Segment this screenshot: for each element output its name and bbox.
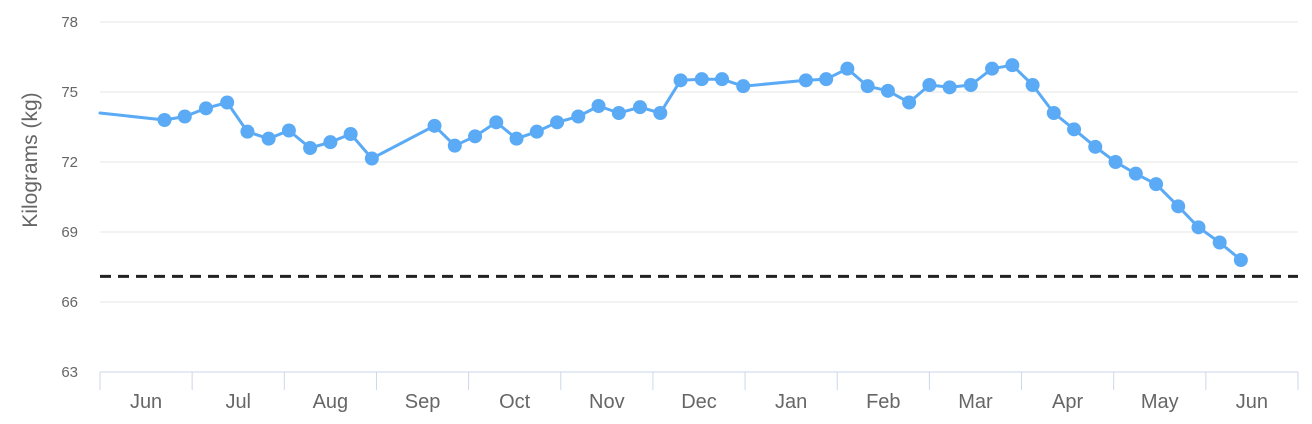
data-point[interactable] (198, 101, 213, 116)
data-point[interactable] (571, 109, 586, 124)
x-tick-label: Jun (130, 391, 162, 413)
data-point[interactable] (1128, 166, 1143, 181)
data-point[interactable] (1067, 122, 1082, 137)
data-point[interactable] (281, 123, 296, 138)
data-point[interactable] (323, 135, 338, 150)
data-point[interactable] (694, 72, 709, 87)
data-point[interactable] (529, 124, 544, 139)
data-point[interactable] (1149, 177, 1164, 192)
y-tick-label: 66 (61, 294, 78, 311)
y-axis-title: Kilograms (kg) (19, 92, 42, 227)
data-point[interactable] (880, 83, 895, 98)
x-tick-label: Apr (1052, 391, 1083, 413)
grid-layer (100, 21, 1298, 303)
data-point[interactable] (1191, 220, 1206, 235)
x-tick-label: Feb (866, 391, 900, 413)
data-point[interactable] (860, 79, 875, 94)
weight-series-line (98, 63, 1243, 262)
data-point[interactable] (963, 78, 978, 92)
data-point[interactable] (611, 106, 626, 120)
data-point[interactable] (840, 61, 855, 76)
data-point[interactable] (819, 72, 834, 87)
data-point[interactable] (489, 115, 504, 130)
data-point[interactable] (798, 73, 813, 88)
data-point[interactable] (1108, 155, 1123, 169)
data-point[interactable] (653, 106, 668, 120)
series-layer (98, 58, 1248, 267)
x-axis: Jun Jul Aug Sep Oct Nov Dec Jan Feb Mar Apr May Jun (99, 371, 1299, 413)
x-tick-label: Jun (1236, 391, 1268, 413)
x-tick-label: Nov (589, 391, 625, 413)
data-point[interactable] (1088, 139, 1103, 154)
data-point[interactable] (902, 95, 917, 110)
y-tick-label: 75 (61, 84, 78, 101)
data-point[interactable] (220, 95, 235, 110)
data-point[interactable] (509, 131, 524, 146)
data-point[interactable] (261, 131, 276, 146)
data-point[interactable] (942, 80, 957, 95)
data-point[interactable] (1233, 253, 1248, 267)
x-tick-label: May (1141, 391, 1179, 413)
data-point[interactable] (177, 109, 192, 124)
x-tick-label: Jan (775, 391, 807, 413)
data-point[interactable] (364, 151, 379, 166)
data-point[interactable] (591, 99, 606, 113)
y-tick-label: 78 (61, 14, 78, 31)
x-tick-label: Mar (958, 391, 993, 413)
data-point[interactable] (447, 138, 462, 153)
y-tick-label: 72 (61, 154, 78, 171)
data-point[interactable] (240, 124, 255, 139)
data-point[interactable] (468, 129, 483, 144)
data-point[interactable] (633, 100, 648, 115)
x-tick-label: Sep (405, 391, 441, 413)
data-point[interactable] (922, 78, 937, 92)
data-point[interactable] (673, 73, 688, 88)
data-point[interactable] (303, 141, 318, 155)
y-axis-ticks: 63 66 69 72 75 78 (61, 14, 78, 381)
data-point[interactable] (1171, 199, 1186, 214)
y-tick-label: 69 (61, 224, 78, 241)
x-tick-label: Dec (681, 391, 717, 413)
data-point[interactable] (550, 115, 565, 130)
data-point[interactable] (1046, 106, 1061, 120)
data-point[interactable] (736, 79, 751, 94)
data-point[interactable] (343, 127, 358, 141)
x-tick-label: Jul (225, 391, 251, 413)
data-point[interactable] (1005, 58, 1020, 73)
data-point[interactable] (715, 72, 730, 87)
data-point[interactable] (427, 118, 442, 133)
data-point[interactable] (157, 113, 172, 127)
data-point[interactable] (1025, 78, 1040, 92)
x-tick-label: Aug (313, 391, 349, 413)
x-tick-label: Oct (499, 391, 531, 413)
y-tick-label: 63 (61, 364, 78, 381)
data-point[interactable] (1212, 235, 1227, 250)
data-point[interactable] (985, 61, 1000, 76)
